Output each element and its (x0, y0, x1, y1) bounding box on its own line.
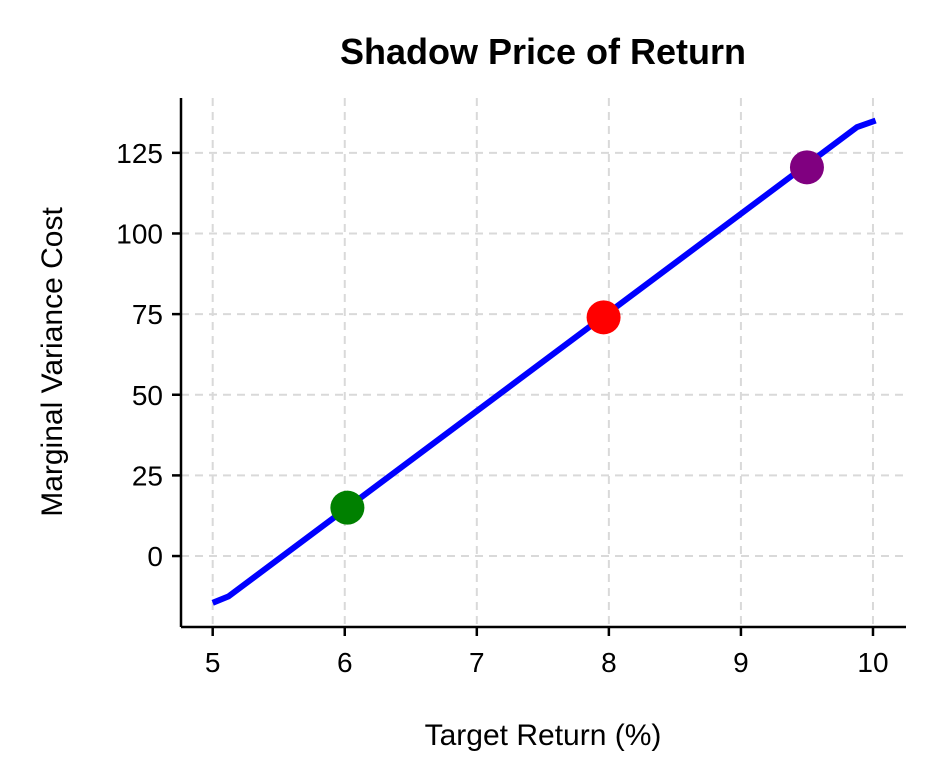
y-tick-label: 25 (132, 460, 163, 491)
x-tick-label: 8 (601, 647, 617, 678)
chart-title: Shadow Price of Return (340, 31, 746, 72)
y-axis-label: Marginal Variance Cost (36, 207, 69, 517)
marker-layer (330, 150, 824, 525)
y-ticks: 0 25 50 75 100 125 (116, 138, 181, 572)
series-layer (211, 117, 877, 606)
data-point (789, 150, 824, 185)
series-line (211, 117, 877, 606)
y-tick-label: 100 (116, 218, 163, 249)
x-tick-label: 6 (337, 647, 353, 678)
x-tick-label: 9 (733, 647, 749, 678)
x-tick-label: 5 (205, 647, 221, 678)
x-tick-label: 7 (469, 647, 485, 678)
y-tick-label: 125 (116, 138, 163, 169)
y-tick-label: 50 (132, 380, 163, 411)
y-tick-label: 0 (147, 541, 163, 572)
data-point (330, 490, 365, 525)
x-tick-label: 10 (857, 647, 888, 678)
x-axis-label: Target Return (%) (425, 719, 662, 752)
y-tick-label: 75 (132, 299, 163, 330)
data-point (586, 300, 621, 335)
x-ticks: 5 6 7 8 9 10 (205, 627, 889, 678)
grid (181, 98, 906, 627)
